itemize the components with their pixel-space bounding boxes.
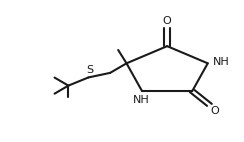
Text: O: O — [211, 106, 219, 116]
Text: O: O — [163, 16, 172, 26]
Text: NH: NH — [132, 95, 149, 105]
Text: S: S — [86, 65, 93, 75]
Text: NH: NH — [213, 57, 230, 67]
